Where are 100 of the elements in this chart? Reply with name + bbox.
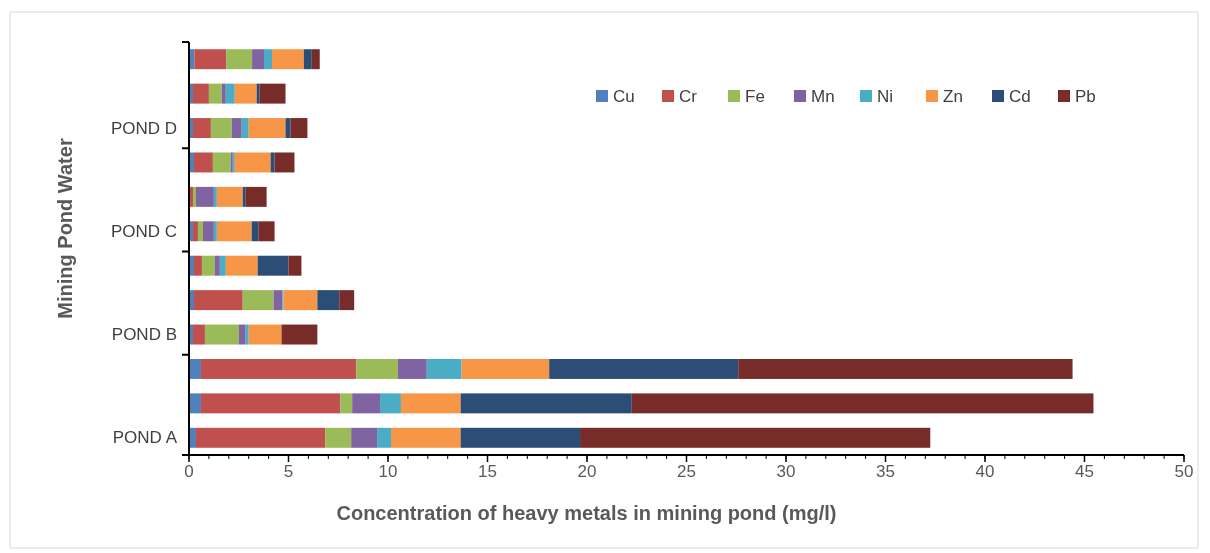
x-tick-label: 20	[577, 462, 597, 481]
bar	[290, 118, 308, 139]
x-tick-label: 40	[975, 462, 995, 481]
bar	[225, 83, 235, 104]
bar	[377, 427, 391, 448]
bar	[212, 152, 231, 173]
bar	[288, 255, 302, 276]
bar	[238, 324, 246, 345]
bar	[204, 324, 239, 345]
bar	[195, 186, 214, 207]
bar	[221, 83, 226, 104]
bar	[426, 358, 462, 379]
bar	[339, 290, 355, 311]
bar	[195, 427, 326, 448]
legend-label: Zn	[943, 86, 963, 106]
bar	[234, 152, 271, 173]
bar	[252, 49, 265, 70]
bar	[580, 427, 931, 448]
bar	[356, 358, 398, 379]
bar	[189, 393, 201, 414]
bar	[200, 393, 341, 414]
x-tick-label: 45	[1075, 462, 1094, 481]
bar	[258, 221, 275, 242]
bar	[192, 324, 205, 345]
bar	[251, 221, 259, 242]
bar	[380, 393, 401, 414]
x-tick-label: 0	[184, 462, 194, 481]
bar	[234, 83, 257, 104]
x-tick-label: 15	[478, 462, 497, 481]
x-tick-label: 10	[378, 462, 398, 481]
bar	[193, 290, 243, 311]
bar	[390, 427, 461, 448]
bar	[351, 427, 378, 448]
x-tick-label: 25	[677, 462, 696, 481]
bar	[192, 118, 211, 139]
bar	[325, 427, 352, 448]
bar	[549, 358, 739, 379]
bar	[231, 118, 242, 139]
bar	[264, 49, 272, 70]
bar	[214, 255, 220, 276]
bar	[248, 118, 286, 139]
bar	[259, 83, 286, 104]
bar	[213, 186, 217, 207]
bar	[216, 221, 252, 242]
bar	[248, 324, 282, 345]
bar	[460, 393, 632, 414]
bar	[219, 255, 226, 276]
bar	[193, 152, 213, 173]
legend-label: Cu	[613, 86, 635, 106]
bar	[216, 186, 243, 207]
y-axis-title: Mining Pond Water	[54, 138, 76, 319]
legend-label: Cd	[1009, 86, 1031, 106]
bar	[274, 152, 295, 173]
y-tick-label: POND C	[110, 221, 177, 241]
bar	[202, 221, 214, 242]
x-tick-label: 50	[1174, 462, 1194, 481]
bar	[210, 118, 232, 139]
bar	[317, 290, 340, 311]
bar	[631, 393, 1094, 414]
bar	[225, 255, 258, 276]
legend-label: Mn	[811, 86, 835, 106]
bar	[213, 221, 217, 242]
bar	[281, 324, 318, 345]
y-tick-label: POND B	[111, 325, 177, 345]
legend-label: Ni	[877, 86, 894, 106]
bar	[245, 324, 249, 345]
bar	[311, 49, 320, 70]
bar	[189, 358, 201, 379]
bar	[241, 118, 249, 139]
bar	[270, 152, 275, 173]
y-tick-label: POND D	[110, 118, 177, 138]
x-tick-label: 30	[776, 462, 796, 481]
bar	[352, 393, 381, 414]
bar	[461, 358, 550, 379]
bar	[192, 221, 198, 242]
bar	[271, 49, 304, 70]
bar	[193, 255, 202, 276]
bar	[397, 358, 427, 379]
bar	[303, 49, 312, 70]
legend-label: Cr	[679, 86, 698, 106]
bar	[400, 393, 461, 414]
legend-label: Fe	[745, 86, 765, 106]
bar	[242, 290, 274, 311]
bar	[226, 49, 253, 70]
bar	[340, 393, 353, 414]
bar	[273, 290, 283, 311]
bar	[200, 358, 357, 379]
x-axis-title: Concentration of heavy metals in mining pond (mg/l)	[336, 502, 837, 524]
bar	[194, 49, 227, 70]
bar	[738, 358, 1073, 379]
x-tick-label: 35	[876, 462, 895, 481]
bar	[208, 83, 222, 104]
bar	[197, 221, 203, 242]
bar	[283, 290, 318, 311]
bar	[192, 83, 209, 104]
bar	[201, 255, 215, 276]
bar	[256, 83, 260, 104]
bar	[242, 186, 246, 207]
x-tick-label: 5	[283, 462, 294, 481]
legend-label: Pb	[1075, 86, 1096, 106]
